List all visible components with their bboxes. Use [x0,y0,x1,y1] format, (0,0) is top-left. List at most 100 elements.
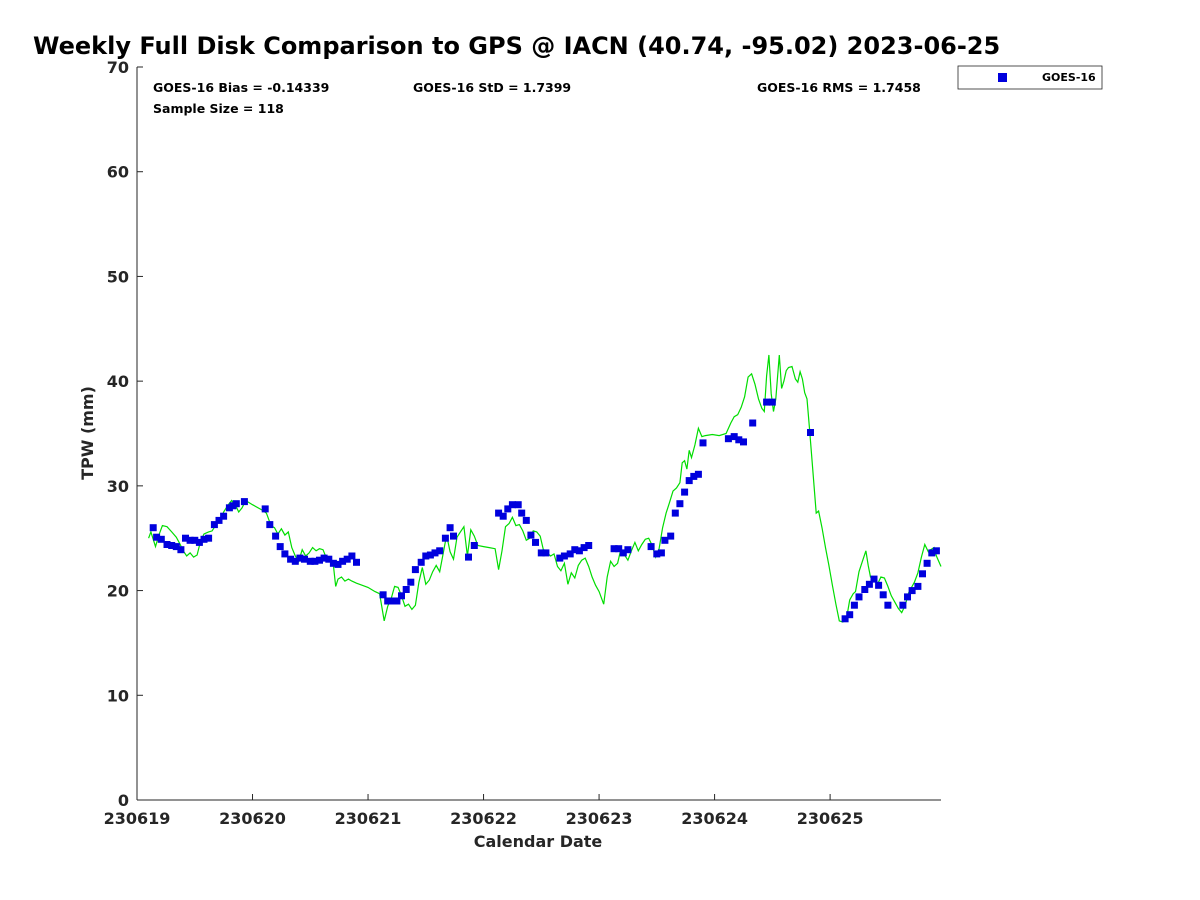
goes16-data-point [690,472,698,480]
goes16-data-point [470,542,478,549]
goes16-data-point [446,524,454,532]
goes16-data-point [676,500,684,508]
goes16-data-point [740,438,747,446]
goes16-data-point [157,535,165,543]
goes16-points-series [149,398,940,623]
goes16-data-point [411,566,419,574]
goes16-data-point [514,501,522,509]
goes16-data-point [685,477,693,485]
goes16-data-point [671,509,679,517]
goes16-data-point [870,575,878,583]
x-tick-label: 230621 [335,809,402,828]
sample-size-annotation: Sample Size = 118 [153,101,284,116]
goes16-data-point [431,549,439,557]
goes16-data-point [232,500,240,508]
goes16-data-point [191,536,199,544]
goes16-data-point [210,521,218,529]
goes16-data-point [914,582,922,590]
goes16-data-point [571,546,579,554]
goes16-data-point [763,398,771,406]
goes16-data-point [681,488,689,496]
goes16-data-point [532,538,539,546]
goes16-data-point [388,597,396,605]
goes16-data-point [186,536,194,544]
goes16-data-point [261,505,269,513]
goes16-data-point [291,557,299,565]
y-axis-label: TPW (mm) [78,386,97,480]
y-tick-label: 10 [107,686,129,705]
goes16-data-point [316,556,323,564]
goes16-data-point [610,545,618,553]
x-tick-label: 230622 [450,809,517,828]
goes16-data-point [450,532,457,540]
goes16-data-point [426,551,434,559]
std-annotation: GOES-16 StD = 1.7399 [413,80,571,95]
goes16-data-point [908,587,916,595]
goes16-data-point [928,549,936,557]
goes16-data-point [585,542,593,549]
goes16-data-point [325,555,333,563]
goes16-data-point [393,597,401,605]
goes16-data-point [556,554,564,562]
goes16-data-point [398,592,405,600]
goes16-data-point [522,516,530,524]
goes16-data-point [301,555,308,563]
x-tick-label: 230623 [566,809,633,828]
x-tick-label: 230619 [104,809,171,828]
goes16-data-point [402,586,410,593]
y-tick-label: 30 [107,477,129,496]
goes16-data-point [168,542,176,549]
legend-box [957,65,1103,90]
goes16-data-point [215,516,223,524]
goes16-data-point [499,512,507,520]
x-tick-label: 230625 [797,809,864,828]
chart-title: Weekly Full Disk Comparison to GPS @ IAC… [33,32,1000,60]
y-tick-label: 20 [107,582,129,601]
goes16-data-point [667,532,675,540]
goes16-data-point [205,534,213,542]
goes16-data-point [768,398,776,406]
goes16-data-point [334,560,342,568]
goes16-data-point [527,531,535,539]
goes16-data-point [495,509,503,517]
goes16-data-point [749,419,757,427]
goes16-data-point [875,581,883,589]
y-tick-label: 50 [107,267,129,286]
goes16-data-point [240,498,248,506]
goes16-data-point [407,578,415,586]
rms-annotation: GOES-16 RMS = 1.7458 [757,80,921,95]
goes16-data-point [504,505,512,513]
goes16-data-point [329,559,337,567]
goes16-data-point [865,580,873,588]
goes16-data-point [653,550,661,558]
goes16-data-point [884,601,892,609]
goes16-data-point [306,557,314,565]
goes16-data-point [919,570,926,578]
goes16-data-point [615,545,623,553]
goes16-data-point [699,439,707,447]
goes16-data-point [320,554,328,562]
goes16-data-point [436,547,444,555]
x-axis-label: Calendar Date [474,832,603,851]
y-tick-label: 60 [107,163,129,182]
goes16-data-point [339,557,347,565]
goes16-data-point [417,558,425,566]
goes16-data-point [624,546,632,554]
goes16-data-point [296,554,304,562]
goes16-data-point [149,524,157,532]
goes16-data-point [861,586,869,593]
goes16-data-point [647,543,655,551]
goes16-data-point [348,552,356,560]
bias-annotation: GOES-16 Bias = -0.14339 [153,80,329,95]
goes16-data-point [694,470,702,478]
goes16-data-point [899,601,907,609]
goes16-data-point [153,533,161,541]
goes16-data-point [343,555,351,563]
goes16-data-point [657,549,665,557]
goes16-data-point [311,557,319,565]
x-tick-label: 230624 [681,809,748,828]
goes16-data-point [566,550,574,558]
goes16-data-point [846,611,854,619]
legend: GOES-16 [957,65,1103,90]
